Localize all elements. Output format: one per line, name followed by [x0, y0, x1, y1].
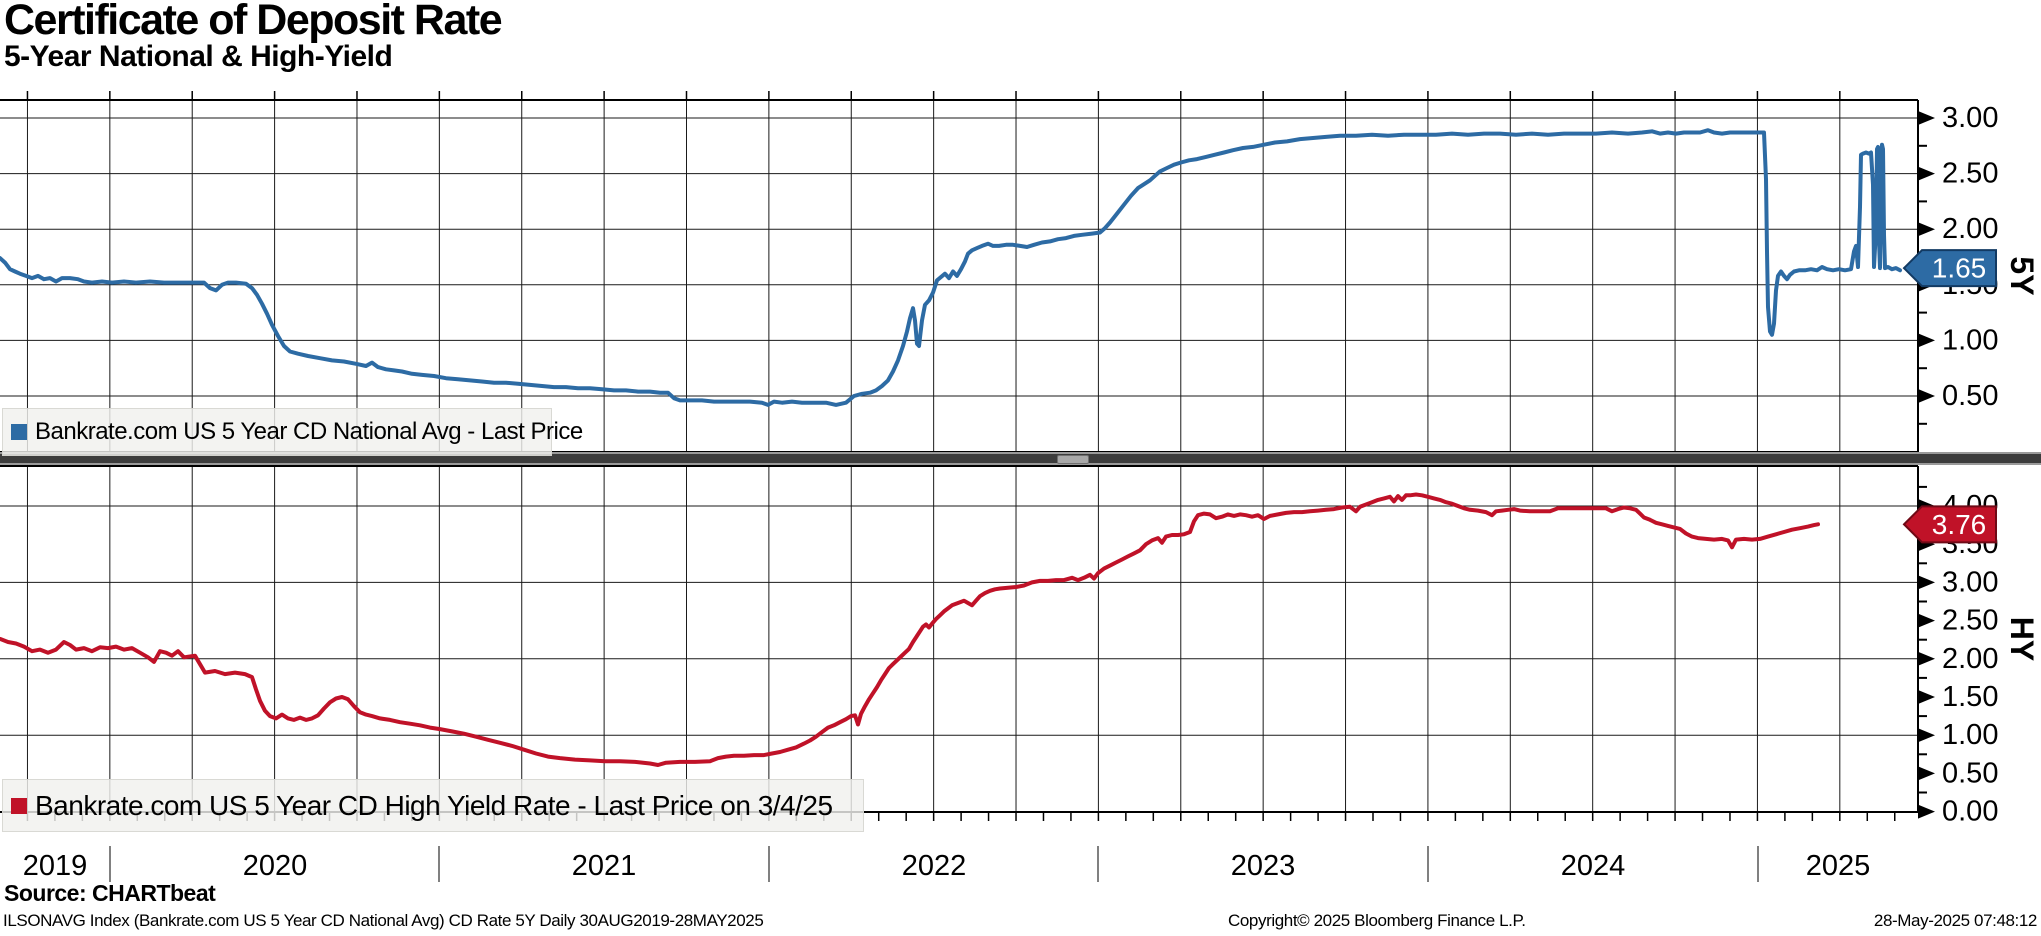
axis-arrow-icon	[1918, 651, 1935, 666]
x-axis-year-label: 2020	[243, 850, 308, 882]
last-price-badge-value: 3.76	[1932, 509, 1987, 540]
axis-title-5y: 5Y	[2004, 256, 2040, 295]
legend-national[interactable]: Bankrate.com US 5 Year CD National Avg -…	[2, 408, 583, 456]
legend-national-label: Bankrate.com US 5 Year CD National Avg -…	[35, 418, 583, 445]
last-price-badge-value: 1.65	[1932, 253, 1987, 284]
y-axis-tick-label: 0.50	[1942, 757, 1998, 789]
high-yield-line	[0, 492, 1820, 767]
national-avg-line	[0, 128, 1902, 407]
footnote-index-info: ILSONAVG Index (Bankrate.com US 5 Year C…	[3, 911, 764, 930]
y-axis-tick-label: 1.50	[1942, 681, 1998, 713]
y-axis-tick-label: 0.50	[1942, 380, 1998, 412]
axis-arrow-icon	[1918, 613, 1935, 628]
y-axis-tick-label: 2.50	[1942, 158, 1998, 190]
national-series-swatch-icon	[11, 424, 27, 440]
high-yield-series-swatch-icon	[11, 797, 27, 814]
last-price-badge-5y	[1902, 249, 1997, 288]
page-title: Certificate of Deposit Rate	[4, 0, 503, 44]
y-axis-tick-label: 0.00	[1942, 796, 1998, 828]
axis-title-hy: HY	[2004, 617, 2040, 661]
last-price-badge-hy	[1902, 505, 1997, 544]
x-axis-year-label: 2023	[1231, 850, 1296, 882]
axis-arrow-icon	[1918, 389, 1935, 403]
y-axis-tick-label: 1.00	[1942, 719, 1998, 751]
axis-arrow-icon	[1918, 766, 1935, 781]
x-axis-year-label: 2021	[572, 850, 637, 882]
legend-high-yield[interactable]: Bankrate.com US 5 Year CD High Yield Rat…	[2, 779, 864, 832]
panel-high-yield: 4.003.503.002.502.001.501.000.500.00HY3.…	[0, 465, 2040, 828]
y-axis-tick-label: 3.00	[1942, 102, 1998, 134]
source-line: Source: CHARTbeat	[4, 880, 216, 906]
axis-arrow-icon	[1918, 333, 1935, 348]
y-axis-tick-label: 1.00	[1942, 324, 1998, 356]
footnote-timestamp: 28-May-2025 07:48:12	[1873, 911, 2037, 930]
page-subtitle: 5-Year National & High-Yield	[4, 40, 393, 73]
x-axis-year-label: 2022	[902, 850, 967, 882]
x-axis-year-label: 2019	[23, 850, 88, 882]
axis-arrow-icon	[1918, 166, 1935, 181]
axis-arrow-icon	[1918, 575, 1935, 590]
x-axis-year-label: 2025	[1806, 850, 1871, 882]
legend-high-yield-label: Bankrate.com US 5 Year CD High Yield Rat…	[35, 789, 833, 821]
y-axis-tick-label: 2.00	[1942, 643, 1998, 675]
y-axis-tick-label: 2.00	[1942, 213, 1998, 245]
axis-arrow-icon	[1918, 690, 1935, 704]
x-axis: 2019 2020 2021 2022 2023 2024 2025	[23, 846, 1871, 882]
axis-arrow-icon	[1918, 804, 1935, 819]
axis-arrow-icon	[1918, 728, 1935, 743]
x-axis-year-label: 2024	[1561, 850, 1626, 882]
panel-splitter-handle-icon[interactable]	[1057, 455, 1089, 464]
footnote-copyright: Copyright© 2025 Bloomberg Finance L.P.	[1228, 911, 1526, 930]
axis-arrow-icon	[1918, 111, 1935, 125]
y-axis-tick-label: 2.50	[1942, 605, 1998, 637]
axis-arrow-icon	[1918, 222, 1935, 237]
y-axis-tick-label: 3.00	[1942, 566, 1998, 598]
